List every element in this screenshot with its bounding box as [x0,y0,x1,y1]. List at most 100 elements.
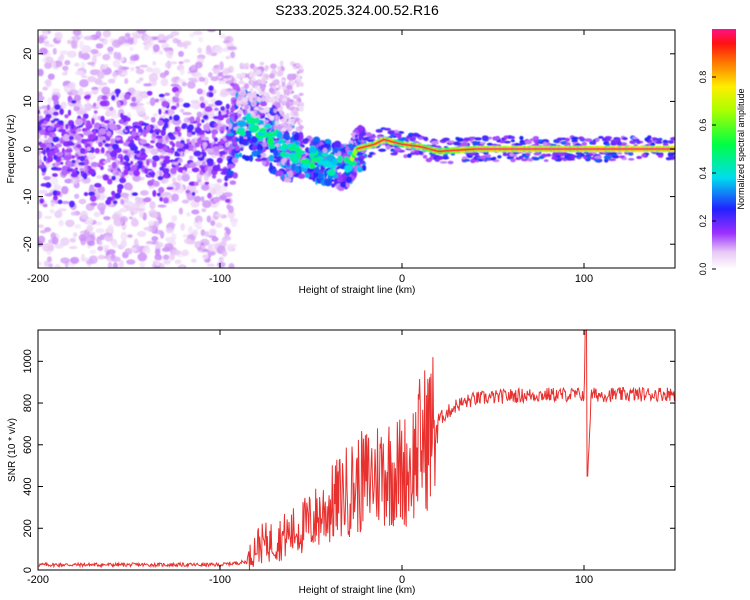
spectrogram-noise-cell [133,90,143,99]
spectrogram-noise-cell [102,30,112,38]
spectrogram-band-cell [56,190,61,196]
spectrogram-band-cell [189,116,195,123]
spectrogram-band-cell [51,166,58,171]
spectrogram-band-cell [111,156,116,161]
spectrogram-halo-cell [275,90,281,97]
spectrogram-noise-cell [135,102,145,107]
spectrogram-transition-cell [340,144,344,148]
spectrogram-line-halo-cell [479,141,486,145]
spectrogram-noise-cell [97,246,104,252]
spectrogram-noise-cell [65,219,75,228]
spectrogram-noise-cell [187,80,196,89]
spectrogram-band-cell [232,172,238,179]
spectrogram-noise-cell [143,226,153,231]
spectrogram-band-cell [235,86,241,92]
spectrogram-halo-cell [293,110,299,116]
spectrogram-line-halo-cell [431,140,439,145]
spectrogram-band-cell [103,160,108,164]
spectrogram-transition-cell [324,169,328,178]
spectrogram-noise-cell [139,190,149,196]
spectrogram-band-cell [123,168,129,176]
spectrogram-noise-cell [176,174,183,182]
spectrogram-band-cell [193,181,199,187]
spectrogram-line-halo-cell [581,141,588,147]
spectrogram-band-cell [147,180,154,187]
spectrogram-line-halo-cell [594,155,603,159]
spectrogram-line-halo-cell [538,155,545,160]
spectrogram-peak-cell [280,151,286,157]
spectrogram-band-cell [51,94,59,102]
spectrogram-band-cell [38,132,41,139]
spectrogram-transition-cell [314,166,320,174]
spectrogram-band-cell [52,173,58,178]
spectrogram-noise-cell [78,198,87,205]
spectrogram-halo-cell [273,126,277,130]
spectrogram-noise-cell [222,67,230,76]
spectrogram-line-halo-cell [366,132,372,137]
spectrogram-band-cell [51,136,60,143]
spectrogram-band-cell [79,155,86,162]
spectrogram-transition-cell [284,133,291,141]
spectrogram-noise-cell [143,115,150,121]
spectrogram-line-halo-cell [423,136,429,142]
spectrogram-noise-cell [149,97,156,107]
snr-frame [37,329,676,571]
spectrogram-noise-cell [152,61,157,66]
snr-y-tick-label: 600 [22,436,34,454]
spectrogram-line-halo-cell [551,143,557,147]
spectrogram-noise-cell [131,247,137,252]
spectrogram-peak-cell [295,153,302,159]
spectrogram-band-cell [201,119,205,123]
spectrogram-band-cell [208,92,214,98]
spectrogram-band-cell [164,155,171,160]
spectrogram-noise-cell [43,40,50,45]
spectrogram-noise-cell [68,245,78,250]
spectrogram-band-cell [152,160,157,168]
spectrogram-noise-cell [74,193,80,199]
spectrogram-noise-cell [186,212,191,217]
spectrogram-peak-cell [267,137,275,146]
spectrogram-noise-cell [215,213,224,217]
spectrogram-line-halo-cell [532,157,540,161]
spectrogram-noise-cell [122,43,131,47]
spectrogram-cells [38,30,675,268]
spectrogram-noise-cell [38,261,42,267]
spectrogram-transition-cell [354,134,358,138]
spectrogram-band-cell [156,192,161,197]
spectrogram-halo-cell [270,63,277,69]
spectrogram-noise-cell [135,79,141,84]
spectrogram-line-halo-cell [604,136,613,140]
spectrogram-band-cell [94,147,100,154]
spectrogram-line-halo-cell [499,140,506,144]
spectrogram-noise-cell [149,201,156,210]
spectrogram-band-cell [130,164,138,172]
spectrogram-noise-cell [119,216,129,223]
spectrogram-y-tick-label: 20 [22,48,34,60]
spectrogram-line-halo-cell [443,153,448,157]
spectrogram-band-cell [200,196,205,202]
spectrogram-band-cell [212,164,220,172]
spectrogram-transition-cell [297,173,306,179]
spectrogram-noise-cell [224,226,230,232]
spectrogram-noise-cell [96,175,103,179]
spectrogram-x-tick-label: 100 [575,273,593,285]
spectrogram-band-cell [229,82,236,87]
spectrogram-band-cell [59,125,64,130]
spectrogram-line-halo-cell [594,158,601,162]
spectrogram-line-halo-cell [453,141,461,146]
spectrogram-noise-cell [97,202,107,212]
spectrogram-band-cell [84,164,88,170]
spectrogram-band-cell [53,118,60,122]
spectrogram-band-cell [39,143,47,148]
spectrogram-band-cell [82,113,89,119]
spectrogram-band-cell [67,91,73,96]
spectrogram-noise-cell [155,259,160,267]
spectrogram-band-cell [52,195,58,201]
spectrogram-noise-cell [128,216,133,220]
spectrogram-band-cell [112,200,118,205]
spectrogram-band-cell [172,161,179,166]
spectrogram-noise-cell [201,208,207,213]
spectrogram-band-cell [217,145,224,150]
spectrogram-halo-cell [242,65,248,70]
spectrogram-band-cell [162,145,169,152]
